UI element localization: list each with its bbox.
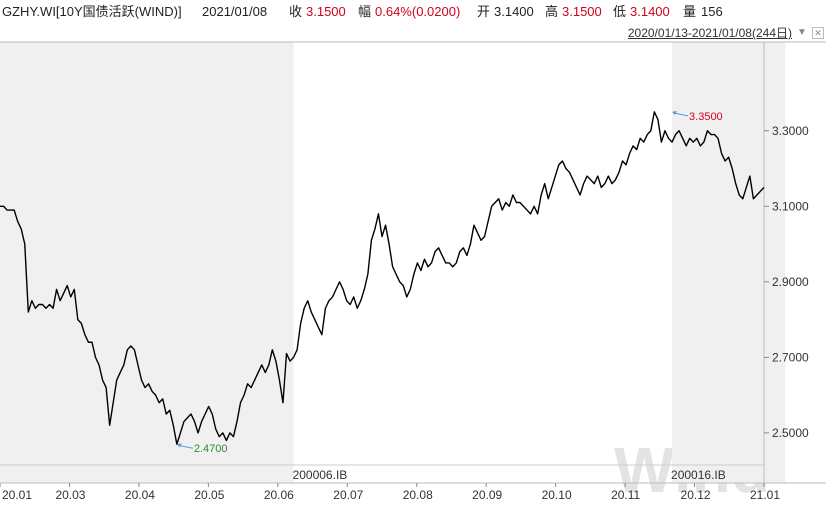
range-dropdown-icon[interactable]: ▼ [797, 27, 807, 38]
range-close-icon[interactable]: ✕ [812, 27, 824, 39]
shaded-period-0 [0, 42, 294, 483]
change-label: 幅 [358, 4, 372, 19]
y-tick-label: 2.5000 [772, 426, 809, 440]
y-tick-label: 2.9000 [772, 275, 809, 289]
change-value: 0.64%(0.0200) [375, 4, 461, 19]
x-tick-label: 20.10 [542, 488, 572, 502]
high-value: 3.1500 [562, 4, 602, 19]
x-tick-label: 20.04 [125, 488, 155, 502]
x-tick-label: 20.03 [55, 488, 85, 502]
x-tick-label: 20.05 [194, 488, 224, 502]
x-tick-label: 20.06 [264, 488, 294, 502]
annotation-arrowhead [176, 443, 182, 448]
security-name[interactable]: GZHY.WI[10Y国债活跃(WIND)] [2, 4, 182, 19]
y-tick-label: 3.1000 [772, 199, 809, 213]
quote-header: GZHY.WI[10Y国债活跃(WIND)] 2021/01/08 收 3.15… [0, 0, 826, 24]
low-label: 低 [613, 4, 627, 19]
close-label: 收 [289, 4, 303, 19]
volume-label: 量 [683, 4, 697, 19]
quote-date: 2021/01/08 [202, 4, 268, 19]
annotation-max-label: 3.3500 [689, 111, 723, 123]
y-tick-label: 3.3000 [772, 124, 809, 138]
annotation-min-label: 2.4700 [194, 443, 228, 455]
low-value: 3.1400 [630, 4, 670, 19]
x-tick-label: 20.07 [333, 488, 363, 502]
series-line [0, 111, 765, 445]
x-tick-label: 20.11 [611, 488, 640, 502]
close-value: 3.1500 [306, 4, 346, 19]
date-range-text[interactable]: 2020/01/13-2021/01/08(244日) [627, 26, 792, 40]
date-range-selector: 2020/01/13-2021/01/08(244日) ▼ ✕ [628, 24, 824, 42]
x-tick-label: 20.01 [2, 488, 32, 502]
open-value: 3.1400 [494, 4, 534, 19]
x-tick-label: 21.01 [750, 488, 780, 502]
x-tick-label: 20.09 [472, 488, 502, 502]
contract-label: 200006.IB [293, 468, 348, 482]
contract-label: 200016.IB [671, 468, 726, 482]
shaded-period-1 [672, 42, 786, 483]
x-tick-label: 20.12 [681, 488, 711, 502]
x-tick-label: 20.08 [403, 488, 433, 502]
y-tick-label: 2.7000 [772, 350, 809, 364]
open-label: 开 [477, 4, 491, 19]
volume-value: 156 [701, 4, 723, 19]
annotation-arrowhead [672, 110, 678, 115]
high-label: 高 [545, 4, 559, 19]
